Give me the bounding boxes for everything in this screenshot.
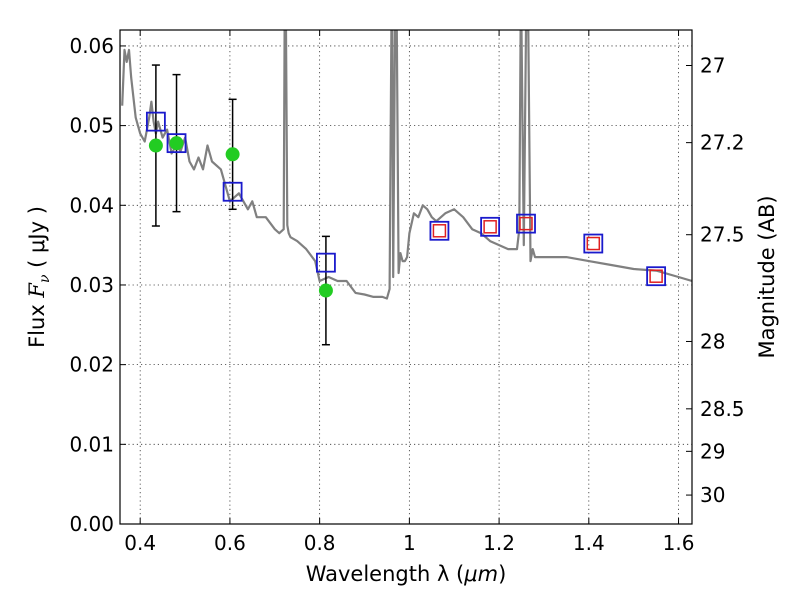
right-tick-label: 28 [700,329,725,353]
model-photometry-inner-square [432,224,447,238]
right-axis-label: Magnitude (AB) [755,195,779,358]
y-tick-label: 0.05 [69,114,114,138]
model-photometry-square [429,220,450,241]
model-photometry-inner-square [649,269,663,283]
model-spectrum-line [121,30,692,300]
x-tick-label: 1.2 [483,531,515,555]
y-tick-label: 0.03 [69,273,114,297]
y-tick-label: 0.04 [69,193,114,217]
model-photometry-inner-square [483,220,497,234]
x-tick-label: 0.4 [124,531,156,555]
y-tick-label: 0.01 [69,432,114,456]
y-tick-label: 0.02 [69,353,114,377]
x-tick-label: 1 [403,531,416,555]
model-photometry-square [222,181,243,202]
right-tick-label: 29 [700,439,725,463]
model-photometry-square [145,111,166,132]
x-tick-label: 1.4 [573,531,605,555]
right-tick-label: 27.2 [700,131,745,155]
grid-lines [120,30,692,525]
x-tick-label: 1.6 [663,531,695,555]
model-photometry-square [516,213,536,234]
x-tick-label: 0.8 [304,531,336,555]
observed-point [148,138,163,153]
plot-area [121,30,692,346]
right-tick-label: 28.5 [700,397,745,421]
y-tick-label: 0.00 [69,512,114,536]
observed-point [318,283,333,298]
axis-ticks: 0.4 0.6 0.8 1 1.2 1.4 1.6 0.00 0.01 0.02 0.03 0.04 0… [69,30,745,555]
y-tick-label: 0.06 [69,34,114,58]
x-tick-label: 0.6 [214,531,246,555]
observed-point [169,136,184,151]
right-tick-label: 30 [700,483,725,507]
right-tick-label: 27.5 [700,223,745,247]
model-photometry-square [480,216,501,237]
observed-point [225,147,240,162]
plot-frame [119,29,693,525]
model-photometry-inner-square [586,236,601,251]
model-photometry-square [583,233,604,254]
y-axis-label: Flux Fν ( μJy ) [25,206,53,348]
model-photometry-square [646,266,667,287]
right-tick-label: 27 [700,54,725,78]
x-axis-label: Wavelength λ (μm) [306,562,507,586]
model-photometry-square [166,133,187,154]
model-photometry-square [316,252,336,273]
model-photometry-inner-square [519,216,533,231]
